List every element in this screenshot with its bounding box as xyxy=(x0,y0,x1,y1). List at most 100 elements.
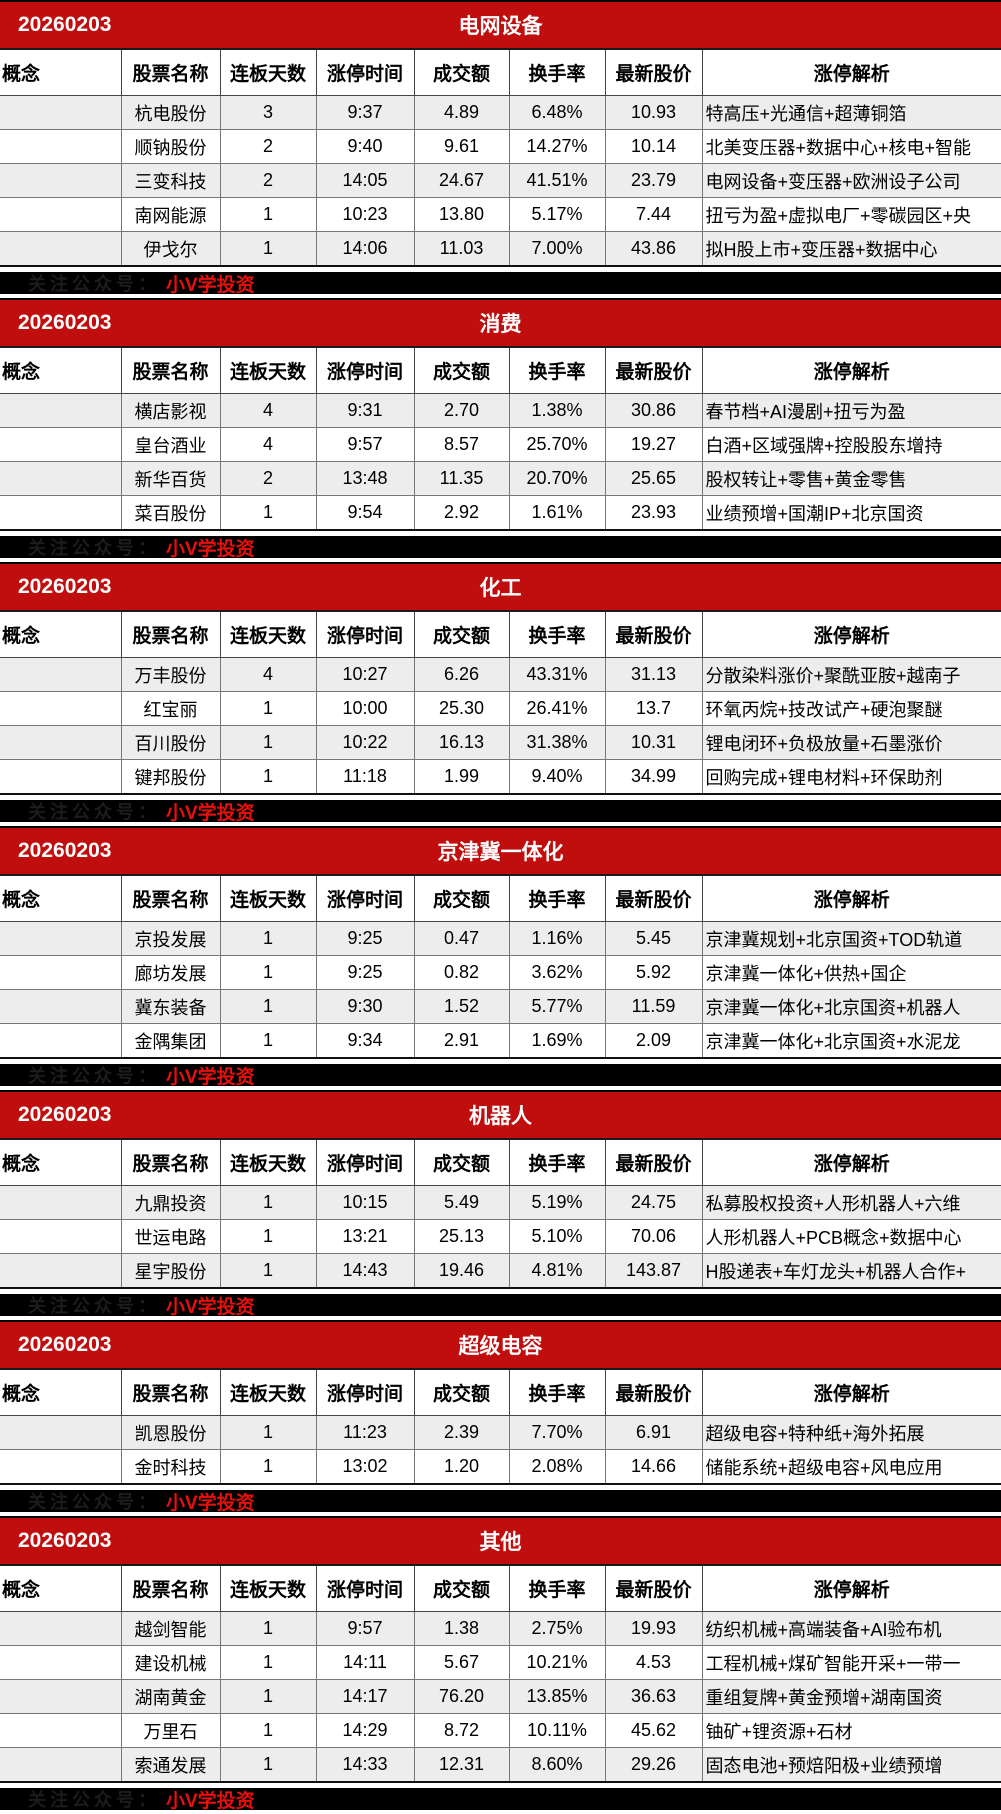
watermark-label: 小V学投资 xyxy=(166,802,255,824)
table-row: 越剑智能 1 9:57 1.38 2.75% 19.93 纺织机械+高端装备+AI验布机 xyxy=(0,1611,1001,1646)
turnover-amount-cell: 9.61 xyxy=(413,129,510,164)
analysis-cell: 白酒+区域强牌+控股股东增持 xyxy=(701,427,1001,462)
watermark-bar: 关注公众号： 小V学投资 xyxy=(0,800,1001,824)
analysis-cell: 京津冀一体化+北京国资+机器人 xyxy=(701,989,1001,1024)
analysis-cell: 固态电池+预焙阳极+业绩预增 xyxy=(701,1747,1001,1783)
stock-name-cell: 索通发展 xyxy=(120,1747,221,1783)
latest-price-cell: 143.87 xyxy=(604,1253,703,1289)
table-row: 键邦股份 1 11:18 1.99 9.40% 34.99 回购完成+锂电材料+环保助剂 xyxy=(0,759,1001,795)
column-header-0: 概念 xyxy=(0,876,122,922)
stock-name-cell: 三变科技 xyxy=(120,163,221,198)
section-header-bar: 20260203 电网设备 xyxy=(0,0,1001,50)
column-header-2: 连板天数 xyxy=(219,1370,317,1416)
limit-time-cell: 9:54 xyxy=(315,495,415,531)
turnover-amount-cell: 16.13 xyxy=(413,725,510,760)
turnover-amount-cell: 2.70 xyxy=(413,393,510,428)
streak-days-cell: 3 xyxy=(219,95,317,130)
column-header-1: 股票名称 xyxy=(120,1140,221,1186)
limit-time-cell: 10:27 xyxy=(315,657,415,692)
limit-time-cell: 14:43 xyxy=(315,1253,415,1289)
report-date: 20260203 xyxy=(18,311,112,334)
report-date: 20260203 xyxy=(18,575,112,598)
column-header-6: 最新股价 xyxy=(604,50,703,96)
latest-price-cell: 6.91 xyxy=(604,1415,703,1450)
stock-name-cell: 键邦股份 xyxy=(120,759,221,795)
limit-time-cell: 14:17 xyxy=(315,1679,415,1714)
stock-name-cell: 菜百股份 xyxy=(120,495,221,531)
column-header-7: 涨停解析 xyxy=(701,1566,1001,1612)
stock-name-cell: 万里石 xyxy=(120,1713,221,1748)
turnover-amount-cell: 0.82 xyxy=(413,955,510,990)
streak-days-cell: 2 xyxy=(219,129,317,164)
stock-name-cell: 京投发展 xyxy=(120,921,221,956)
column-header-2: 连板天数 xyxy=(219,876,317,922)
column-header-3: 涨停时间 xyxy=(315,1370,415,1416)
column-header-2: 连板天数 xyxy=(219,1140,317,1186)
column-header-6: 最新股价 xyxy=(604,1370,703,1416)
latest-price-cell: 5.92 xyxy=(604,955,703,990)
concept-cell xyxy=(0,725,122,760)
analysis-cell: 股权转让+零售+黄金零售 xyxy=(701,461,1001,496)
turnover-rate-cell: 20.70% xyxy=(508,461,606,496)
latest-price-cell: 43.86 xyxy=(604,231,703,267)
turnover-rate-cell: 5.77% xyxy=(508,989,606,1024)
section-title: 消费 xyxy=(479,313,522,336)
latest-price-cell: 19.27 xyxy=(604,427,703,462)
concept-cell xyxy=(0,1219,122,1254)
turnover-amount-cell: 76.20 xyxy=(413,1679,510,1714)
limit-time-cell: 14:05 xyxy=(315,163,415,198)
latest-price-cell: 29.26 xyxy=(604,1747,703,1783)
header-row: 概念 股票名称 连板天数 涨停时间 成交额 换手率 最新股价 涨停解析 xyxy=(0,1140,1001,1186)
streak-days-cell: 1 xyxy=(219,989,317,1024)
latest-price-cell: 70.06 xyxy=(604,1219,703,1254)
latest-price-cell: 30.86 xyxy=(604,393,703,428)
watermark-bar-wrap: 关注公众号： 小V学投资 xyxy=(0,1289,1001,1320)
limit-time-cell: 10:23 xyxy=(315,197,415,232)
column-header-7: 涨停解析 xyxy=(701,1140,1001,1186)
table-row: 顺钠股份 2 9:40 9.61 14.27% 10.14 北美变压器+数据中心+核电+智能 xyxy=(0,129,1001,164)
turnover-amount-cell: 5.49 xyxy=(413,1185,510,1220)
section-title: 电网设备 xyxy=(458,15,543,38)
column-header-4: 成交额 xyxy=(413,1370,510,1416)
header-row: 概念 股票名称 连板天数 涨停时间 成交额 换手率 最新股价 涨停解析 xyxy=(0,348,1001,394)
stocks-table: 概念 股票名称 连板天数 涨停时间 成交额 换手率 最新股价 涨停解析 京投发展 1 9:25 0.… xyxy=(0,876,1001,1059)
watermark-label: 小V学投资 xyxy=(166,538,255,560)
table-row: 新华百货 2 13:48 11.35 20.70% 25.65 股权转让+零售+黄金零售 xyxy=(0,461,1001,496)
streak-days-cell: 1 xyxy=(219,495,317,531)
column-header-7: 涨停解析 xyxy=(701,876,1001,922)
concept-cell xyxy=(0,955,122,990)
turnover-amount-cell: 19.46 xyxy=(413,1253,510,1289)
turnover-rate-cell: 5.10% xyxy=(508,1219,606,1254)
analysis-cell: 京津冀一体化+北京国资+水泥龙 xyxy=(701,1023,1001,1059)
section-title: 化工 xyxy=(479,577,522,600)
turnover-rate-cell: 1.38% xyxy=(508,393,606,428)
streak-days-cell: 1 xyxy=(219,1449,317,1485)
stock-name-cell: 红宝丽 xyxy=(120,691,221,726)
column-header-6: 最新股价 xyxy=(604,876,703,922)
watermark-bar-wrap: 关注公众号： 小V学投资 xyxy=(0,1783,1001,1814)
concept-cell xyxy=(0,1023,122,1059)
streak-days-cell: 1 xyxy=(219,759,317,795)
table-row: 南网能源 1 10:23 13.80 5.17% 7.44 扭亏为盈+虚拟电厂+零碳园区+央 xyxy=(0,197,1001,232)
table-body: 越剑智能 1 9:57 1.38 2.75% 19.93 纺织机械+高端装备+AI验布机 建设… xyxy=(0,1611,1001,1783)
analysis-cell: 拟H股上市+变压器+数据中心 xyxy=(701,231,1001,267)
watermark-bar: 关注公众号： 小V学投资 xyxy=(0,1294,1001,1318)
stocks-table: 概念 股票名称 连板天数 涨停时间 成交额 换手率 最新股价 涨停解析 凯恩股份 1 11:23 2… xyxy=(0,1370,1001,1485)
limit-time-cell: 9:25 xyxy=(315,921,415,956)
table-row: 杭电股份 3 9:37 4.89 6.48% 10.93 特高压+光通信+超薄铜箔 xyxy=(0,95,1001,130)
analysis-cell: 环氧丙烷+技改试产+硬泡聚醚 xyxy=(701,691,1001,726)
streak-days-cell: 1 xyxy=(219,231,317,267)
stock-name-cell: 新华百货 xyxy=(120,461,221,496)
turnover-rate-cell: 31.38% xyxy=(508,725,606,760)
column-header-7: 涨停解析 xyxy=(701,612,1001,658)
stock-name-cell: 金隅集团 xyxy=(120,1023,221,1059)
table-row: 星宇股份 1 14:43 19.46 4.81% 143.87 H股递表+车灯龙头+机器人合… xyxy=(0,1253,1001,1289)
watermark-bar: 关注公众号： 小V学投资 xyxy=(0,536,1001,560)
turnover-rate-cell: 1.69% xyxy=(508,1023,606,1059)
table-row: 红宝丽 1 10:00 25.30 26.41% 13.7 环氧丙烷+技改试产+硬泡聚醚 xyxy=(0,691,1001,726)
table-body: 杭电股份 3 9:37 4.89 6.48% 10.93 特高压+光通信+超薄铜箔 顺钠股份 2… xyxy=(0,95,1001,267)
column-header-6: 最新股价 xyxy=(604,1566,703,1612)
streak-days-cell: 1 xyxy=(219,1679,317,1714)
concept-cell xyxy=(0,989,122,1024)
latest-price-cell: 13.7 xyxy=(604,691,703,726)
